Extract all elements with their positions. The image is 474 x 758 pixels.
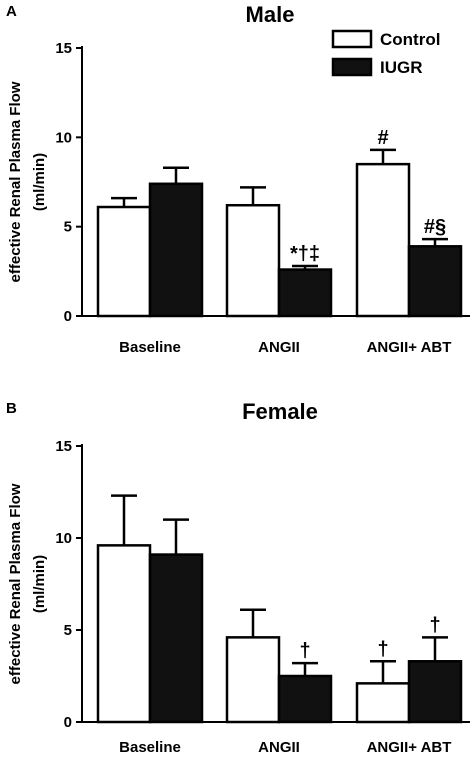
significance-marker: #§ [424, 216, 446, 238]
significance-marker: † [429, 614, 440, 636]
significance-marker: † [377, 638, 388, 660]
bar-control-angii [225, 636, 281, 724]
panel-label: A [6, 3, 17, 20]
significance-marker: *†‡ [290, 243, 320, 265]
x-category-label: ANGII [258, 339, 300, 356]
x-category-label: ANGII [258, 739, 300, 756]
bar-control-angii-abt [355, 162, 411, 318]
y-tick-label: 0 [64, 308, 72, 325]
legend-label-control: Control [380, 30, 440, 49]
y-tick-label: 10 [55, 129, 72, 146]
bar-control-angii-abt [355, 682, 411, 724]
chart-title: Male [246, 2, 295, 27]
bar-iugr-angii-abt [407, 245, 463, 318]
bar-iugr-angii [277, 268, 333, 318]
bar-iugr-angii [277, 674, 333, 724]
significance-marker: † [299, 640, 310, 662]
bar-iugr-baseline [148, 553, 204, 724]
significance-marker: # [377, 127, 388, 149]
bar-control-baseline [96, 205, 152, 318]
panel-label: B [6, 400, 17, 417]
x-category-label: ANGII+ ABT [367, 339, 452, 356]
y-tick-label: 0 [64, 714, 72, 731]
y-axis-label: effective Renal Plasma Flow [7, 483, 24, 684]
x-category-label: Baseline [119, 339, 181, 356]
x-category-label: ANGII+ ABT [367, 739, 452, 756]
y-tick-label: 10 [55, 530, 72, 547]
y-axis-unit-label: (ml/min) [31, 153, 48, 211]
legend-label-iugr: IUGR [380, 58, 423, 77]
bar-control-baseline [96, 544, 152, 724]
bar-iugr-angii-abt [407, 660, 463, 724]
bar-iugr-baseline [148, 182, 204, 318]
y-tick-label: 15 [55, 438, 72, 455]
legend-swatch-iugr [331, 57, 373, 77]
y-tick-label: 5 [64, 622, 72, 639]
legend-swatch-control [331, 29, 373, 49]
x-category-label: Baseline [119, 739, 181, 756]
y-tick-label: 5 [64, 219, 72, 236]
y-axis-unit-label: (ml/min) [31, 555, 48, 613]
bar-control-angii [225, 203, 281, 318]
y-axis-label: effective Renal Plasma Flow [7, 81, 24, 282]
y-tick-label: 15 [55, 40, 72, 57]
chart-title: Female [242, 399, 318, 424]
